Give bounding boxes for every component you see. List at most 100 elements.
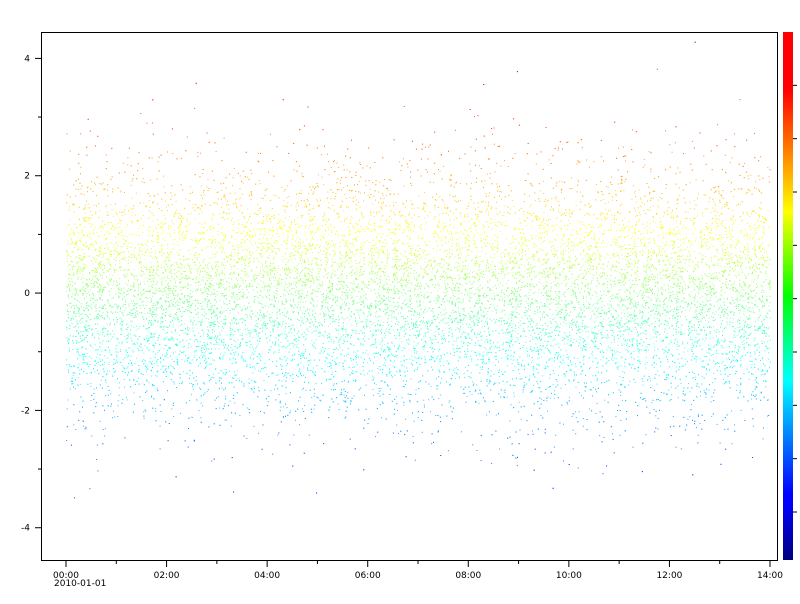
data-point bbox=[130, 272, 132, 274]
data-point bbox=[550, 288, 552, 290]
data-point bbox=[223, 296, 225, 298]
data-point bbox=[543, 226, 545, 228]
data-point bbox=[569, 324, 570, 326]
data-point bbox=[464, 246, 466, 248]
data-point bbox=[177, 293, 179, 295]
data-point bbox=[110, 393, 112, 395]
data-point bbox=[631, 233, 633, 235]
data-point bbox=[340, 206, 342, 208]
data-point bbox=[729, 324, 731, 326]
data-point bbox=[538, 224, 540, 226]
data-point bbox=[678, 282, 680, 284]
data-point bbox=[451, 312, 453, 314]
data-point bbox=[193, 261, 195, 263]
data-point bbox=[266, 273, 268, 275]
data-point bbox=[326, 335, 328, 337]
data-point bbox=[747, 247, 749, 249]
data-point bbox=[556, 381, 558, 382]
data-point bbox=[115, 211, 117, 213]
data-point bbox=[448, 214, 449, 216]
data-point bbox=[166, 354, 168, 355]
data-point bbox=[555, 292, 557, 294]
data-point bbox=[621, 399, 623, 401]
data-point bbox=[304, 282, 305, 284]
data-point bbox=[378, 225, 380, 227]
data-point bbox=[168, 367, 169, 369]
data-point bbox=[578, 181, 579, 183]
data-point bbox=[106, 205, 108, 207]
data-point bbox=[90, 217, 92, 219]
data-point bbox=[597, 316, 599, 318]
data-point bbox=[524, 365, 525, 367]
data-point bbox=[334, 275, 336, 277]
data-point bbox=[662, 268, 664, 270]
data-point bbox=[338, 333, 340, 335]
data-point bbox=[194, 107, 196, 109]
data-point bbox=[762, 286, 764, 288]
data-point bbox=[138, 227, 140, 229]
data-point bbox=[332, 204, 334, 206]
data-point bbox=[563, 292, 565, 294]
data-point bbox=[343, 328, 345, 330]
data-point bbox=[431, 343, 433, 345]
data-point bbox=[673, 284, 675, 286]
data-point bbox=[568, 303, 570, 305]
data-point bbox=[524, 270, 526, 272]
data-point bbox=[109, 351, 111, 353]
data-point bbox=[340, 277, 342, 279]
data-point bbox=[101, 350, 103, 352]
data-point bbox=[238, 222, 240, 224]
data-point bbox=[435, 302, 437, 304]
data-point bbox=[727, 284, 729, 286]
data-point bbox=[151, 278, 153, 280]
data-point bbox=[316, 291, 318, 293]
data-point bbox=[149, 297, 151, 298]
data-point bbox=[370, 210, 372, 212]
data-point bbox=[399, 215, 401, 217]
data-point bbox=[769, 263, 770, 265]
data-point bbox=[473, 316, 475, 318]
data-point bbox=[615, 195, 617, 197]
data-point bbox=[332, 384, 334, 386]
data-point bbox=[506, 289, 508, 291]
data-point bbox=[246, 249, 248, 251]
data-point bbox=[86, 326, 88, 328]
data-point bbox=[148, 349, 150, 351]
data-point bbox=[461, 269, 463, 271]
data-point bbox=[595, 326, 597, 327]
data-point bbox=[306, 272, 308, 274]
data-point bbox=[681, 255, 683, 257]
data-point bbox=[261, 262, 263, 264]
data-point bbox=[762, 295, 764, 297]
data-point bbox=[79, 320, 81, 322]
data-point bbox=[596, 183, 598, 185]
data-point bbox=[557, 210, 559, 212]
data-point bbox=[460, 431, 462, 433]
data-point bbox=[181, 301, 183, 302]
data-point bbox=[171, 195, 173, 197]
data-point bbox=[656, 276, 658, 278]
data-point bbox=[117, 405, 119, 407]
data-point bbox=[411, 356, 413, 358]
data-point bbox=[444, 337, 445, 339]
data-point bbox=[292, 378, 294, 380]
data-point bbox=[549, 357, 551, 359]
data-point bbox=[69, 335, 71, 337]
data-point bbox=[151, 336, 153, 338]
data-point bbox=[380, 206, 381, 208]
data-point bbox=[341, 263, 343, 264]
data-point bbox=[541, 221, 543, 223]
data-point bbox=[768, 305, 770, 307]
data-point bbox=[162, 279, 164, 281]
data-point bbox=[631, 357, 632, 358]
data-point bbox=[96, 232, 97, 234]
data-point bbox=[218, 287, 219, 289]
data-point bbox=[89, 226, 91, 228]
data-point bbox=[150, 278, 152, 280]
data-point bbox=[86, 235, 88, 237]
data-point bbox=[208, 267, 209, 269]
data-point bbox=[336, 162, 338, 164]
data-point bbox=[287, 202, 289, 204]
data-point bbox=[86, 243, 88, 245]
data-point bbox=[308, 273, 310, 275]
